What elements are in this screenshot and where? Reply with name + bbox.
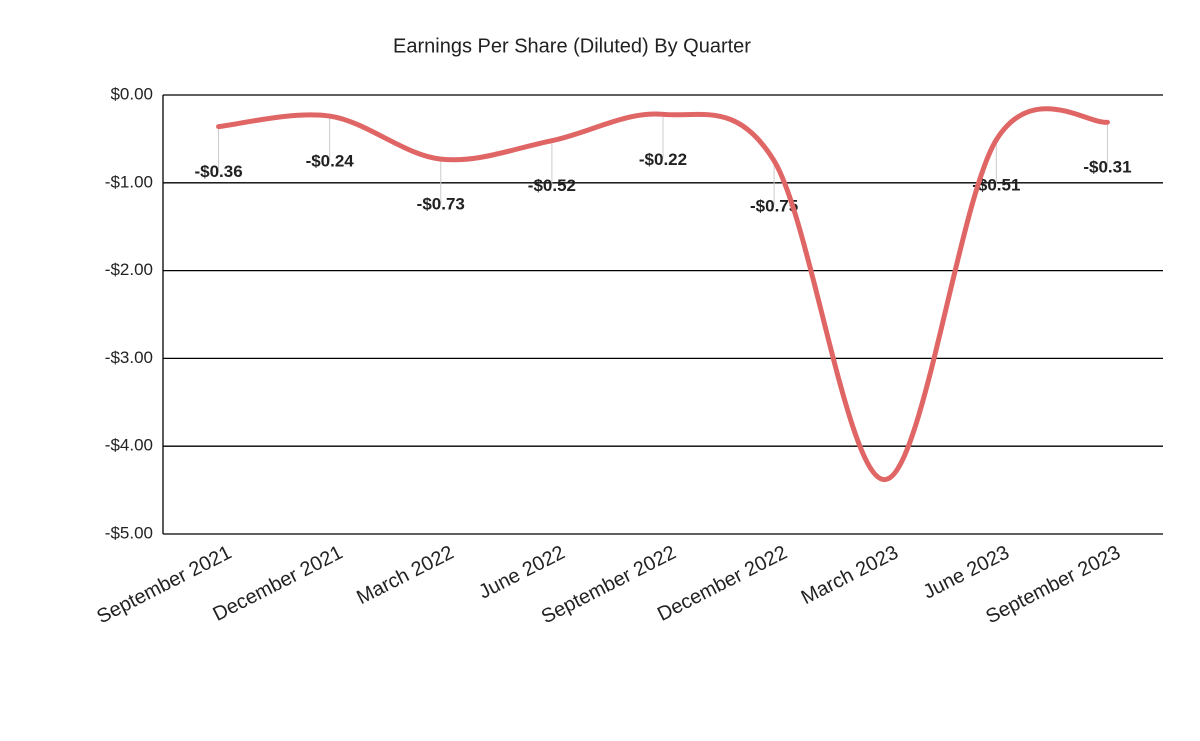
- data-label: -$0.31: [1083, 158, 1131, 177]
- data-label: -$0.24: [306, 152, 355, 171]
- y-tick-label: $0.00: [110, 84, 153, 103]
- y-tick-label: -$1.00: [105, 172, 153, 191]
- y-tick-label: -$3.00: [105, 348, 153, 367]
- data-label: -$0.22: [639, 150, 687, 169]
- line: [216, 106, 1110, 483]
- x-tick-label: March 2022: [353, 542, 457, 610]
- y-tick-label: -$4.00: [105, 436, 153, 455]
- x-tick-label: March 2023: [798, 542, 902, 610]
- y-tick-label: -$2.00: [105, 260, 153, 279]
- data-label: -$0.52: [528, 176, 576, 195]
- x-tick-label: June 2022: [475, 542, 568, 604]
- data-label: -$0.75: [750, 196, 798, 215]
- chart-title: Earnings Per Share (Diluted) By Quarter: [393, 35, 751, 57]
- data-label: -$0.51: [972, 175, 1020, 194]
- x-tick-label: June 2023: [920, 542, 1013, 604]
- data-label: -$0.36: [194, 162, 242, 181]
- y-tick-label: -$5.00: [105, 523, 153, 542]
- data-label: -$0.73: [417, 195, 465, 214]
